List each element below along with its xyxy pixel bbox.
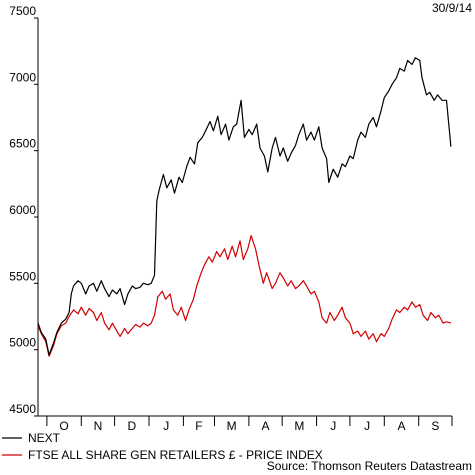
y-tick-label: 4500 (9, 402, 36, 416)
y-tick-label: 7000 (9, 70, 36, 84)
legend-label: FTSE ALL SHARE GEN RETAILERS £ - PRICE I… (28, 448, 323, 462)
x-tick-label: O (59, 419, 68, 433)
legend-label: NEXT (28, 431, 61, 445)
y-tick-label: 5500 (9, 269, 36, 283)
legend: NEXT FTSE ALL SHARE GEN RETAILERS £ - PRI… (2, 431, 323, 462)
plot-frame (37, 18, 452, 417)
x-tick-label: D (127, 419, 136, 433)
source-label: Source: Thomson Reuters Datastream (267, 459, 472, 473)
y-tick-label: 6000 (9, 203, 36, 217)
series-line-ftse-retailers (37, 235, 452, 357)
y-tick-label: 5000 (9, 336, 36, 350)
series-lines (37, 57, 452, 357)
x-tick-label: N (94, 419, 103, 433)
x-tick-label: M (294, 419, 304, 433)
y-tick-label: 7500 (9, 4, 36, 18)
x-tick-label: A (397, 419, 405, 433)
series-line-next (37, 57, 452, 356)
x-tick-label: J (364, 419, 370, 433)
x-tick-label: M (227, 419, 237, 433)
y-axis: 4500 5000 5500 6000 6500 7000 7500 (9, 4, 38, 417)
x-tick-label: F (195, 419, 202, 433)
x-tick-label: J (330, 419, 336, 433)
x-tick-label: A (262, 419, 270, 433)
y-tick-label: 6500 (9, 137, 36, 151)
x-tick-label: S (431, 419, 439, 433)
x-tick-label: J (163, 419, 169, 433)
date-label: 30/9/14 (432, 1, 472, 15)
